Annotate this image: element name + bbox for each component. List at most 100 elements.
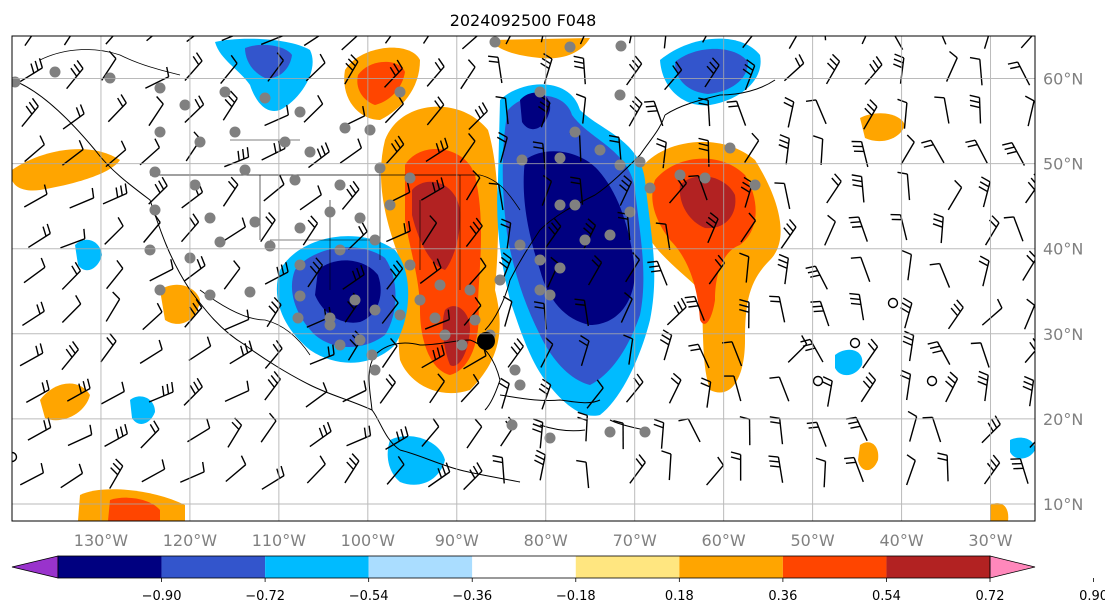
wind-barb — [225, 455, 247, 483]
colorbar-labels: −0.90 −0.72 −0.54 −0.36 −0.18 0.18 0.36 0.54 0.7… — [142, 589, 1105, 604]
observation-dot — [544, 432, 556, 444]
observation-dot — [154, 82, 166, 94]
wind-barb — [224, 147, 250, 168]
wind-barb — [61, 261, 82, 290]
observation-dot — [264, 240, 276, 252]
wind-barb — [702, 36, 708, 43]
colorbar-segment — [472, 556, 576, 578]
wind-barb — [180, 461, 205, 483]
open-circle-markers — [12, 297, 938, 463]
wind-barb — [744, 132, 760, 163]
wind-barb — [664, 61, 683, 91]
wind-barb — [420, 177, 445, 201]
wind-barb — [496, 131, 508, 163]
wind-barb — [864, 56, 883, 85]
wind-barb — [306, 455, 326, 484]
observation-dot — [229, 126, 241, 138]
wind-barb — [740, 212, 757, 243]
wind-barb — [19, 58, 44, 83]
observation-dot — [334, 179, 346, 191]
observation-dot — [644, 182, 656, 194]
colorbar-segment — [368, 556, 473, 578]
observation-dot — [364, 124, 376, 136]
colorbar-tick-label: −0.90 — [142, 589, 182, 604]
observation-dot — [279, 136, 291, 148]
wind-barb — [860, 372, 877, 403]
wind-barb — [27, 417, 52, 441]
wind-barb — [723, 375, 742, 402]
positive-anomaly-orange — [990, 503, 1009, 521]
observation-dot — [404, 172, 416, 184]
wind-barb — [308, 142, 330, 169]
wind-barb — [148, 381, 174, 403]
wind-barb — [101, 381, 125, 405]
open-circle-marker — [849, 337, 861, 349]
observation-dot — [554, 262, 566, 274]
wind-barb — [264, 104, 290, 127]
observation-dot — [324, 206, 336, 218]
wind-barb — [1022, 375, 1035, 407]
wind-barb — [844, 456, 864, 483]
observation-dot — [219, 86, 231, 98]
wind-barb — [945, 50, 958, 82]
wind-barb — [780, 218, 797, 249]
colorbar-tick-label: −0.54 — [349, 589, 389, 604]
wind-barb — [305, 382, 328, 408]
wind-barb — [141, 459, 166, 483]
observation-dot — [369, 364, 381, 376]
wind-barb — [540, 337, 554, 368]
wind-barb — [385, 426, 409, 450]
wind-barb — [586, 379, 604, 409]
wind-barb — [24, 36, 33, 47]
observation-dot — [569, 126, 581, 138]
wind-barb — [303, 94, 324, 123]
wind-barb — [851, 140, 869, 168]
wind-barb — [468, 102, 488, 130]
latitude-labels: 10°N 20°N 30°N 40°N 50°N 60°N — [1043, 70, 1083, 514]
colorbar-extend-high — [989, 555, 1036, 579]
observation-dot — [624, 206, 636, 218]
wind-barb — [900, 134, 915, 165]
observation-dot — [154, 126, 166, 138]
observation-dot — [294, 222, 306, 234]
wind-barb — [1007, 61, 1031, 86]
observation-dot — [404, 259, 416, 271]
wind-barb — [905, 454, 916, 486]
wind-barb — [62, 139, 84, 166]
wind-barb — [67, 424, 93, 447]
latitude-tick-label: 20°N — [1043, 410, 1083, 429]
colorbar-tick-label: 0.72 — [976, 589, 1005, 604]
open-circle-marker — [926, 375, 938, 387]
wind-barb — [848, 216, 868, 242]
observation-dot — [249, 216, 261, 228]
wind-barb — [644, 100, 664, 127]
observation-dot — [366, 349, 378, 361]
wind-barb — [381, 294, 399, 324]
observation-dot — [12, 76, 21, 88]
wind-barb — [907, 410, 918, 442]
observation-dot — [534, 254, 546, 266]
wind-barb — [1003, 216, 1024, 242]
wind-barb — [541, 174, 553, 206]
wind-barb — [579, 36, 585, 45]
wind-barb — [932, 213, 944, 244]
wind-barb — [578, 335, 590, 367]
wind-barb — [379, 374, 396, 404]
observation-dot — [414, 294, 426, 306]
observation-dot — [149, 166, 161, 178]
wind-barb — [384, 36, 392, 44]
wind-barb — [821, 376, 833, 407]
wind-barb — [1024, 95, 1035, 127]
map-title: 2024092500 F048 — [450, 11, 597, 30]
wind-barb — [1020, 36, 1033, 49]
wind-barb — [222, 176, 239, 207]
wind-barb — [60, 228, 86, 249]
observation-dot — [354, 212, 366, 224]
wind-barb — [23, 257, 46, 284]
observation-dot — [469, 314, 481, 326]
observation-dot — [554, 152, 566, 164]
longitude-tick-label: 40°W — [879, 531, 923, 550]
wind-barb — [742, 36, 753, 49]
wind-barb — [587, 254, 603, 286]
map-gridlines — [12, 36, 1035, 521]
